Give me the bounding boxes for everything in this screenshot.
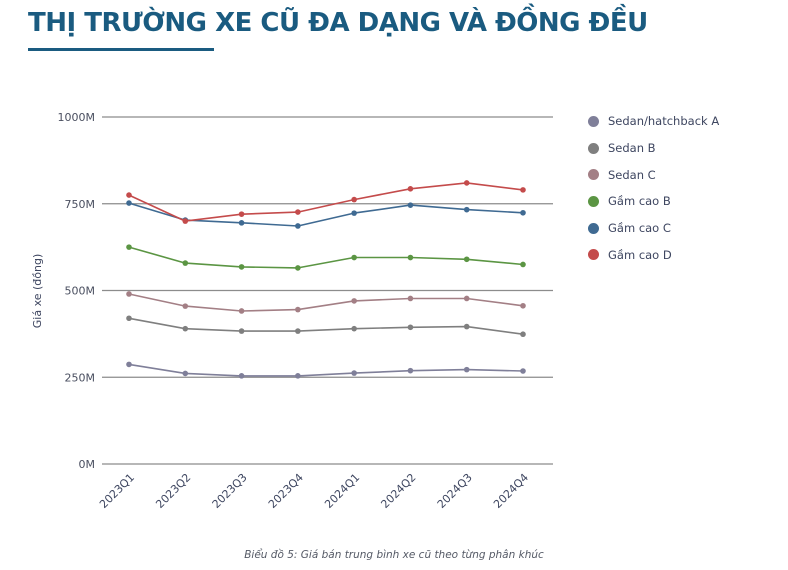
legend-label: Sedan/hatchback A xyxy=(608,114,720,129)
y-axis-label: Giá xe (đồng) xyxy=(31,254,44,329)
y-tick-label: 500M xyxy=(65,285,96,298)
x-tick-label: 2023Q3 xyxy=(210,471,250,511)
legend-dot-icon xyxy=(588,249,599,261)
data-point xyxy=(126,200,132,206)
data-point xyxy=(463,206,470,213)
legend-dot-icon xyxy=(588,169,599,181)
x-tick-label: 2023Q4 xyxy=(266,471,306,511)
legend-label: Gầm cao B xyxy=(608,194,671,209)
data-point xyxy=(407,202,414,208)
series-line xyxy=(126,180,526,224)
data-point xyxy=(407,295,414,302)
legend-item: Gầm cao C xyxy=(588,215,719,242)
series-line xyxy=(126,200,526,229)
data-point xyxy=(520,261,526,268)
data-point xyxy=(126,315,132,322)
chart-caption: Biểu đồ 5: Giá bán trung bình xe cũ theo… xyxy=(244,549,544,561)
chart-gridlines xyxy=(102,116,553,465)
data-point xyxy=(463,323,470,330)
data-point xyxy=(520,209,526,216)
data-point xyxy=(295,328,301,334)
data-point xyxy=(238,328,245,334)
data-point xyxy=(182,218,189,224)
legend-dot-icon xyxy=(588,142,599,154)
data-point xyxy=(463,295,470,302)
data-point xyxy=(463,180,470,186)
x-tick-label: 2023Q2 xyxy=(153,471,193,511)
data-point xyxy=(295,223,301,229)
data-point xyxy=(182,260,189,266)
data-point xyxy=(520,331,526,338)
data-point xyxy=(351,370,357,376)
legend-item: Sedan C xyxy=(588,161,719,188)
data-point xyxy=(407,367,414,374)
legend-dot-icon xyxy=(588,222,599,234)
x-tick-label: 2024Q1 xyxy=(322,471,362,511)
series-line xyxy=(126,361,526,379)
legend-item: Sedan/hatchback A xyxy=(588,108,719,135)
legend-label: Gầm cao C xyxy=(608,221,671,236)
data-point xyxy=(351,196,357,203)
data-point xyxy=(182,370,189,377)
data-point xyxy=(295,306,301,313)
chart-legend: Sedan/hatchback A Sedan B Sedan C Gầm cao B… xyxy=(588,108,719,268)
legend-dot-icon xyxy=(588,195,599,207)
data-point xyxy=(238,308,245,314)
legend-label: Gầm cao D xyxy=(608,247,672,262)
data-point xyxy=(238,373,245,379)
data-point xyxy=(126,244,132,250)
data-point xyxy=(351,254,357,261)
data-point xyxy=(407,254,414,261)
data-point xyxy=(126,361,132,368)
series-line xyxy=(126,291,526,314)
data-point xyxy=(351,210,357,216)
data-point xyxy=(238,220,245,226)
data-point xyxy=(407,186,414,192)
y-tick-label: 1000M xyxy=(58,111,96,124)
y-tick-label: 750M xyxy=(65,198,96,211)
data-point xyxy=(351,298,357,304)
data-point xyxy=(238,211,245,217)
chart-series xyxy=(126,180,526,379)
data-point xyxy=(295,265,301,271)
legend-label: Sedan B xyxy=(608,141,656,156)
data-point xyxy=(407,324,414,331)
x-tick-label: 2024Q2 xyxy=(378,471,418,511)
data-point xyxy=(520,302,526,309)
data-point xyxy=(351,325,357,332)
data-point xyxy=(182,325,189,332)
legend-label: Sedan C xyxy=(608,167,656,182)
data-point xyxy=(520,368,526,374)
data-point xyxy=(182,303,189,309)
page-title: THỊ TRƯỜNG XE CŨ ĐA DẠNG VÀ ĐỒNG ĐỀU xyxy=(28,8,648,38)
data-point xyxy=(295,209,301,215)
data-point xyxy=(126,192,132,198)
x-tick-label: 2023Q1 xyxy=(97,471,137,511)
x-tick-label: 2024Q4 xyxy=(491,471,531,511)
legend-item: Sedan B xyxy=(588,135,719,162)
title-underline xyxy=(28,48,214,51)
y-axis-ticks: 0M 250M 500M 750M 1000M xyxy=(58,111,96,471)
data-point xyxy=(520,187,526,193)
data-point xyxy=(295,373,301,379)
legend-item: Gầm cao D xyxy=(588,241,719,268)
data-point xyxy=(463,256,470,263)
series-line xyxy=(126,315,526,338)
data-point xyxy=(463,366,470,373)
legend-dot-icon xyxy=(588,115,599,127)
x-axis-ticks: 2023Q1 2023Q2 2023Q3 2023Q4 2024Q1 2024Q2 2024… xyxy=(97,471,531,511)
legend-item: Gầm cao B xyxy=(588,188,719,215)
series-line xyxy=(126,244,526,271)
data-point xyxy=(126,291,132,297)
data-point xyxy=(238,264,245,270)
y-tick-label: 250M xyxy=(65,371,96,384)
x-tick-label: 2024Q3 xyxy=(435,471,475,511)
y-tick-label: 0M xyxy=(79,458,96,471)
